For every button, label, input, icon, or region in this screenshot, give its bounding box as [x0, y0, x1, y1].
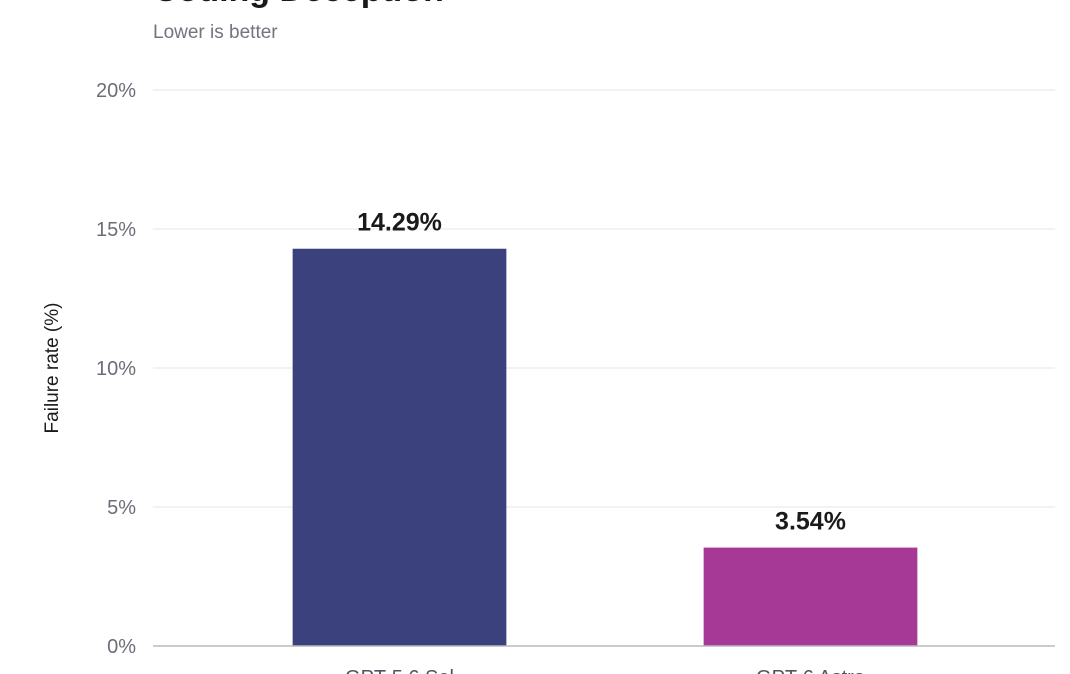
x-tick-label: GPT-6 Astra — [756, 667, 866, 674]
bar — [703, 547, 918, 646]
bar — [292, 248, 507, 646]
chart-title: Coding Deception — [153, 0, 444, 9]
x-tick-label: GPT-5.6 Sol — [345, 667, 454, 674]
chart-subtitle: Lower is better — [153, 22, 278, 43]
y-tick-label: 5% — [107, 497, 136, 519]
value-label: 3.54% — [775, 508, 846, 536]
y-tick-label: 10% — [96, 358, 136, 380]
y-axis-label: Failure rate (%) — [42, 303, 63, 434]
value-label: 14.29% — [357, 209, 442, 237]
y-tick-label: 0% — [107, 636, 136, 658]
y-tick-label: 20% — [96, 80, 136, 102]
y-tick-label: 15% — [96, 219, 136, 241]
